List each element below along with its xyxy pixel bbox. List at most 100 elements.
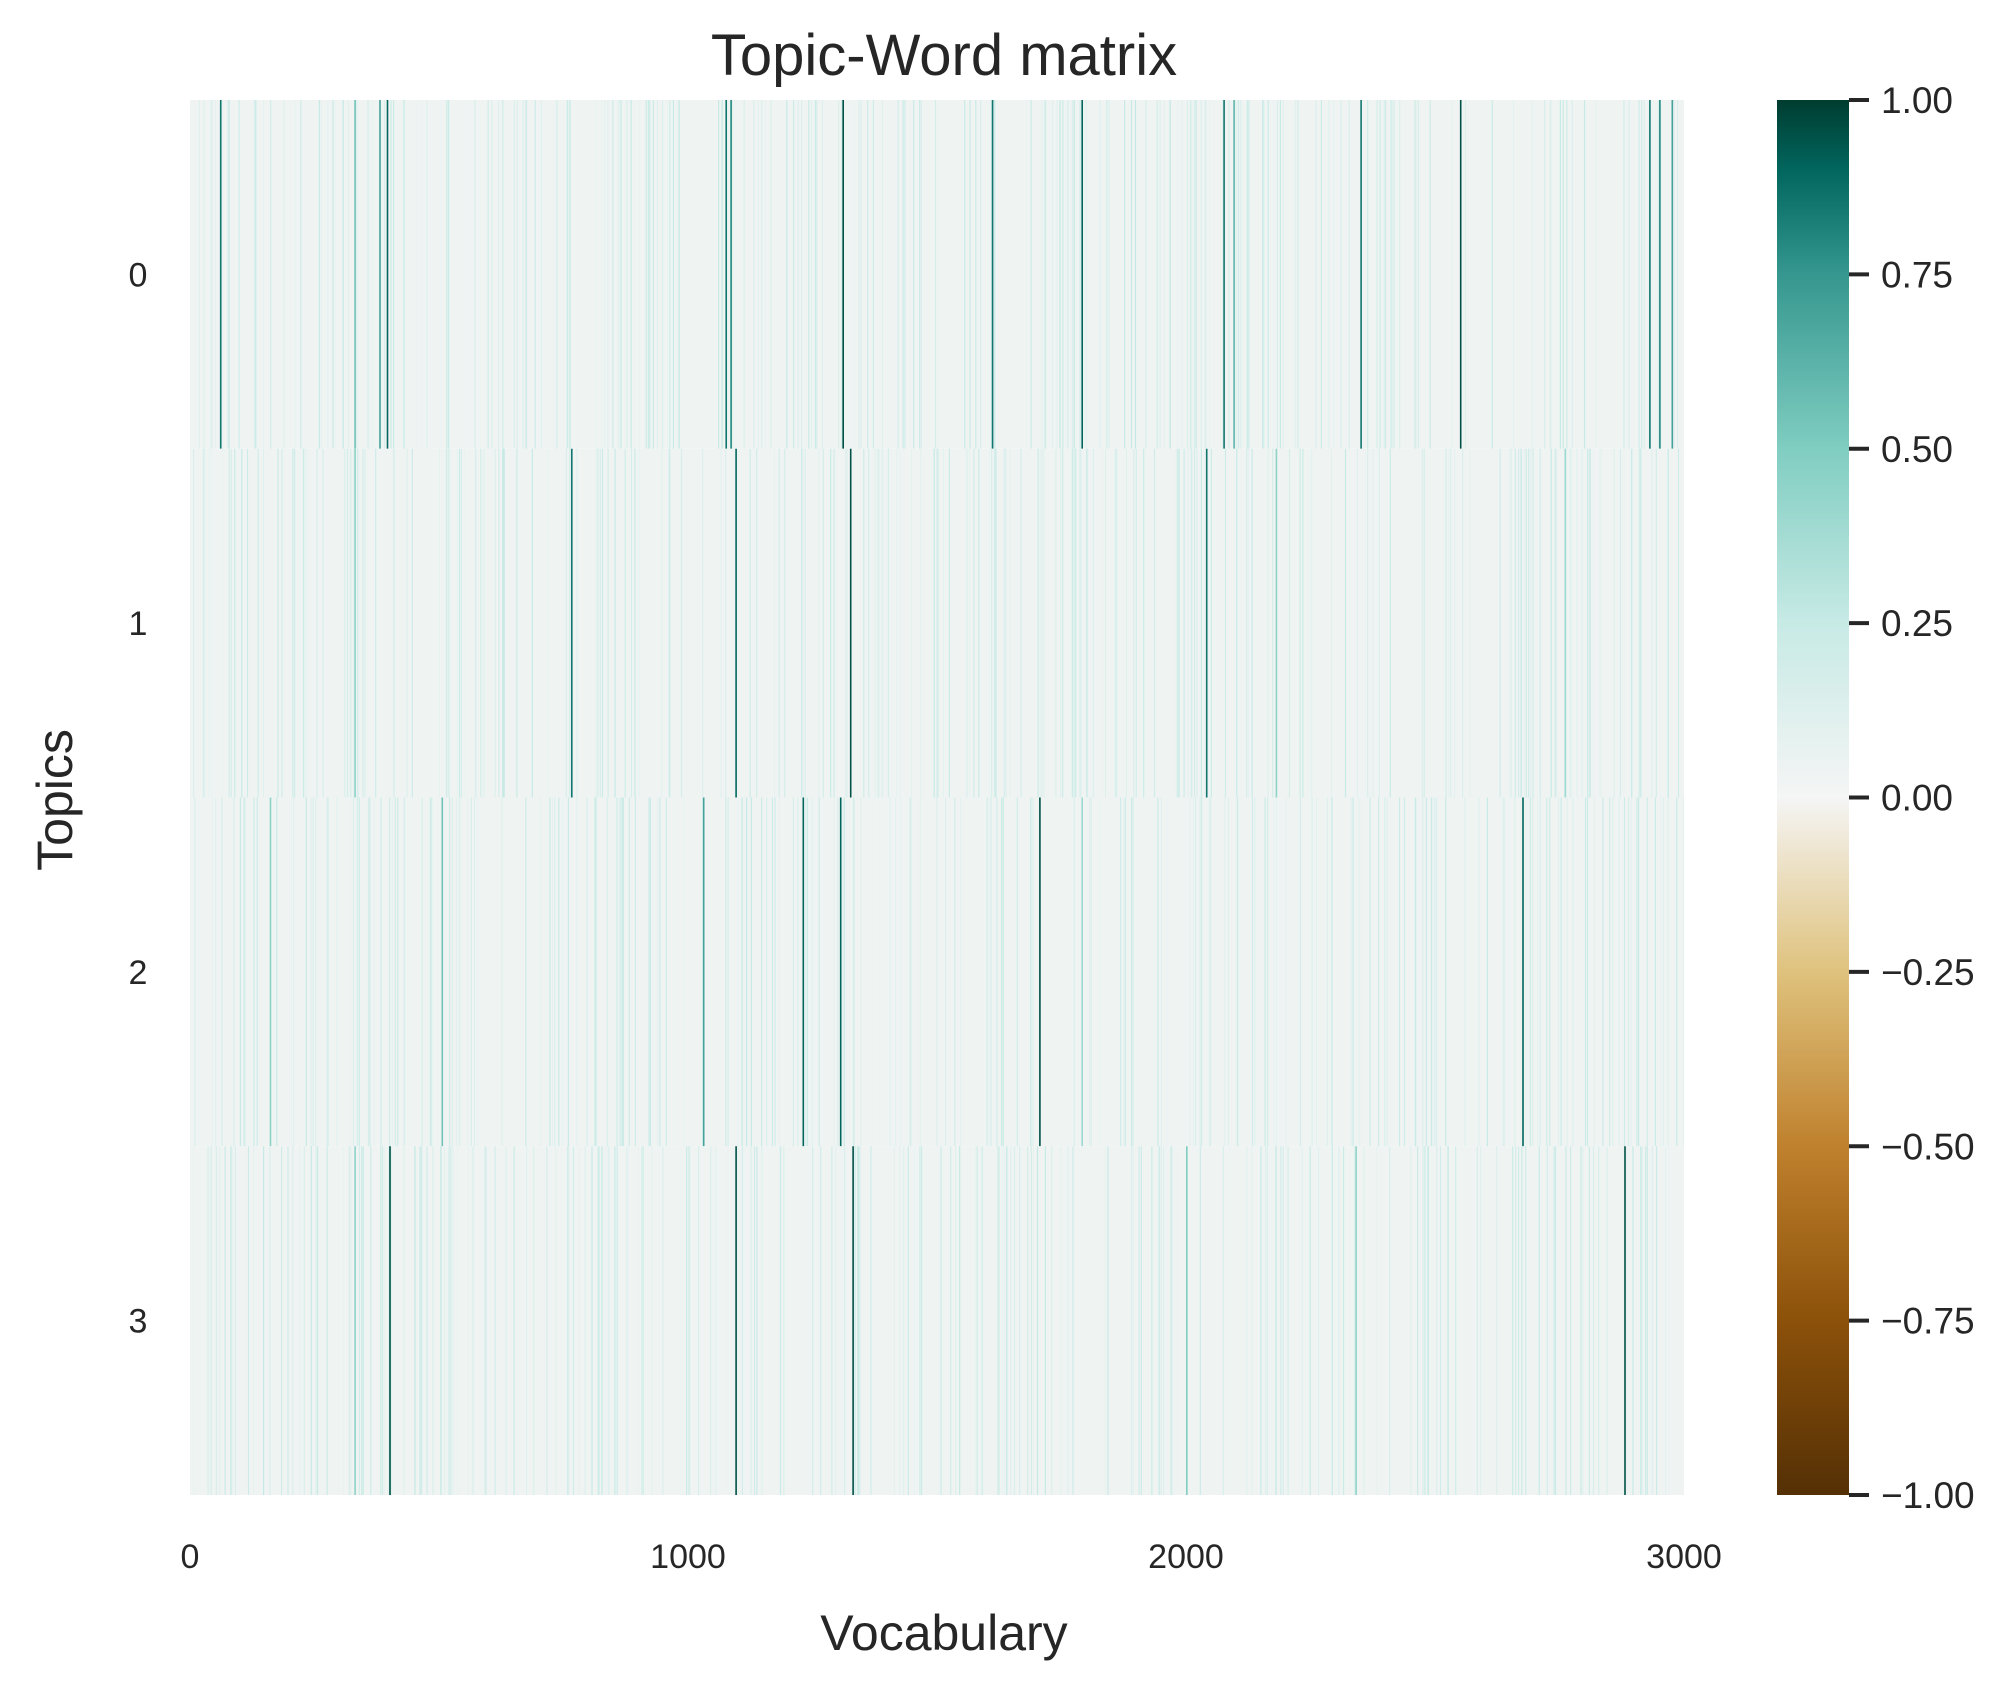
heatmap-cell bbox=[863, 448, 865, 798]
heatmap-cell bbox=[211, 100, 213, 449]
colorbar-tick-label: −1.00 bbox=[1881, 1475, 1975, 1516]
heatmap-cell bbox=[1622, 1146, 1624, 1495]
heatmap-cell bbox=[1020, 448, 1022, 798]
heatmap-cell bbox=[854, 1146, 856, 1495]
heatmap-cell bbox=[292, 448, 294, 798]
heatmap-cell bbox=[356, 797, 358, 1147]
heatmap-cell bbox=[475, 448, 477, 798]
heatmap-cell bbox=[389, 797, 391, 1147]
heatmap-cell bbox=[343, 1146, 345, 1495]
heatmap-cell bbox=[966, 448, 968, 798]
heatmap-cell bbox=[1140, 1146, 1142, 1495]
heatmap-cell bbox=[1267, 797, 1269, 1147]
heatmap-cell bbox=[1352, 797, 1354, 1147]
heatmap-cell bbox=[761, 1146, 763, 1495]
heatmap-cell bbox=[440, 100, 442, 449]
heatmap-cell bbox=[1623, 797, 1626, 1147]
heatmap-cell bbox=[1073, 100, 1075, 449]
heatmap-cell bbox=[1158, 1146, 1160, 1495]
heatmap-cell bbox=[891, 448, 893, 798]
heatmap-cell bbox=[1036, 1146, 1039, 1495]
heatmap-cell bbox=[287, 1146, 289, 1495]
heatmap-cell bbox=[350, 448, 352, 798]
heatmap-cell bbox=[352, 797, 354, 1147]
heatmap-cell bbox=[299, 448, 301, 798]
heatmap-cell bbox=[211, 797, 213, 1147]
heatmap-cell bbox=[1558, 797, 1560, 1147]
heatmap-cell bbox=[1240, 100, 1243, 449]
heatmap-cell bbox=[1518, 1146, 1520, 1495]
heatmap-cell bbox=[1525, 448, 1527, 798]
heatmap-cell bbox=[1363, 1146, 1365, 1495]
heatmap-cell bbox=[889, 797, 891, 1147]
heatmap-cell bbox=[1051, 1146, 1053, 1495]
heatmap-cell bbox=[1647, 100, 1649, 449]
heatmap-cell bbox=[1272, 448, 1274, 798]
heatmap-cell bbox=[933, 448, 935, 798]
heatmap-row-3 bbox=[190, 1146, 1684, 1495]
heatmap-cell bbox=[921, 1146, 923, 1495]
heatmap-cell bbox=[233, 797, 235, 1147]
heatmap-cell bbox=[904, 100, 906, 449]
heatmap-cell bbox=[1566, 100, 1568, 449]
heatmap-cell bbox=[1521, 448, 1524, 798]
heatmap-cell bbox=[1032, 1146, 1035, 1495]
heatmap-cell bbox=[1297, 100, 1299, 449]
heatmap-cell bbox=[1055, 448, 1057, 798]
heatmap-cell bbox=[255, 100, 257, 449]
heatmap-cell bbox=[1646, 1146, 1648, 1495]
heatmap-cell-strong bbox=[219, 100, 222, 449]
heatmap-cell bbox=[741, 1146, 743, 1495]
heatmap-cell bbox=[565, 448, 567, 798]
heatmap-cell bbox=[620, 100, 622, 449]
heatmap-cell bbox=[1524, 448, 1526, 798]
y-axis-label: Topics bbox=[27, 729, 83, 871]
heatmap-cell bbox=[858, 100, 860, 449]
heatmap-cell bbox=[910, 797, 912, 1147]
heatmap-cell bbox=[991, 448, 993, 798]
heatmap-cell bbox=[818, 448, 820, 798]
heatmap-cell bbox=[766, 797, 768, 1147]
heatmap-cell bbox=[502, 448, 504, 798]
heatmap-cell bbox=[1230, 1146, 1232, 1495]
heatmap-cell bbox=[1183, 448, 1185, 798]
heatmap-cell bbox=[1272, 100, 1274, 449]
heatmap-cell bbox=[1153, 448, 1156, 798]
heatmap-cell bbox=[1204, 100, 1206, 449]
heatmap-cell bbox=[1215, 448, 1217, 798]
heatmap-cell bbox=[649, 100, 651, 449]
heatmap-cell bbox=[1392, 100, 1394, 449]
heatmap-cell bbox=[586, 797, 588, 1147]
heatmap-cell bbox=[1496, 1146, 1498, 1495]
heatmap-cell bbox=[1632, 1146, 1634, 1495]
heatmap-cell bbox=[1413, 100, 1415, 449]
heatmap-cell bbox=[1004, 448, 1006, 798]
heatmap-cell bbox=[774, 797, 776, 1147]
heatmap-cell bbox=[193, 448, 195, 798]
heatmap-cell bbox=[1090, 797, 1093, 1147]
heatmap-cell bbox=[1169, 100, 1171, 449]
heatmap-cell bbox=[502, 100, 504, 449]
heatmap-cell bbox=[1080, 448, 1082, 798]
heatmap-cell bbox=[899, 1146, 901, 1495]
heatmap-cell bbox=[1194, 448, 1196, 798]
heatmap-cell bbox=[919, 797, 921, 1147]
heatmap-cell bbox=[1586, 797, 1589, 1147]
heatmap-cell bbox=[652, 100, 654, 449]
heatmap-cell bbox=[1476, 1146, 1478, 1495]
heatmap-cell bbox=[480, 448, 482, 798]
heatmap-cell bbox=[934, 100, 937, 449]
heatmap-cell bbox=[964, 100, 966, 449]
heatmap-cell bbox=[997, 1146, 999, 1495]
heatmap-cell bbox=[1518, 448, 1520, 798]
heatmap-cell bbox=[1030, 100, 1032, 449]
heatmap-cell bbox=[616, 1146, 618, 1495]
heatmap-cell bbox=[1073, 448, 1075, 798]
heatmap-cell bbox=[1236, 100, 1238, 449]
heatmap-cell bbox=[257, 448, 259, 798]
heatmap-cell bbox=[1133, 448, 1135, 798]
heatmap-cell bbox=[1079, 100, 1081, 449]
heatmap-cell bbox=[215, 100, 217, 449]
heatmap-cell bbox=[639, 100, 641, 449]
heatmap-cell bbox=[1188, 797, 1190, 1147]
